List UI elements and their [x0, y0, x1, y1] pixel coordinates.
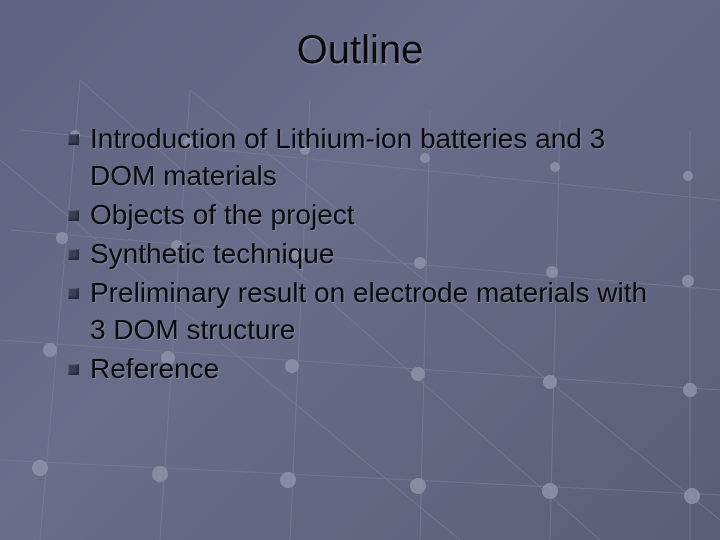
list-item: Introduction of Lithium-ion batteries an… [68, 121, 670, 195]
list-item: Preliminary result on electrode material… [68, 275, 670, 349]
outline-list: Introduction of Lithium-ion batteries an… [50, 121, 670, 388]
slide-title: Outline [50, 28, 670, 73]
list-item: Reference [68, 351, 670, 388]
slide: Outline Introduction of Lithium-ion batt… [0, 0, 720, 540]
list-item: Synthetic technique [68, 236, 670, 273]
list-item: Objects of the project [68, 197, 670, 234]
